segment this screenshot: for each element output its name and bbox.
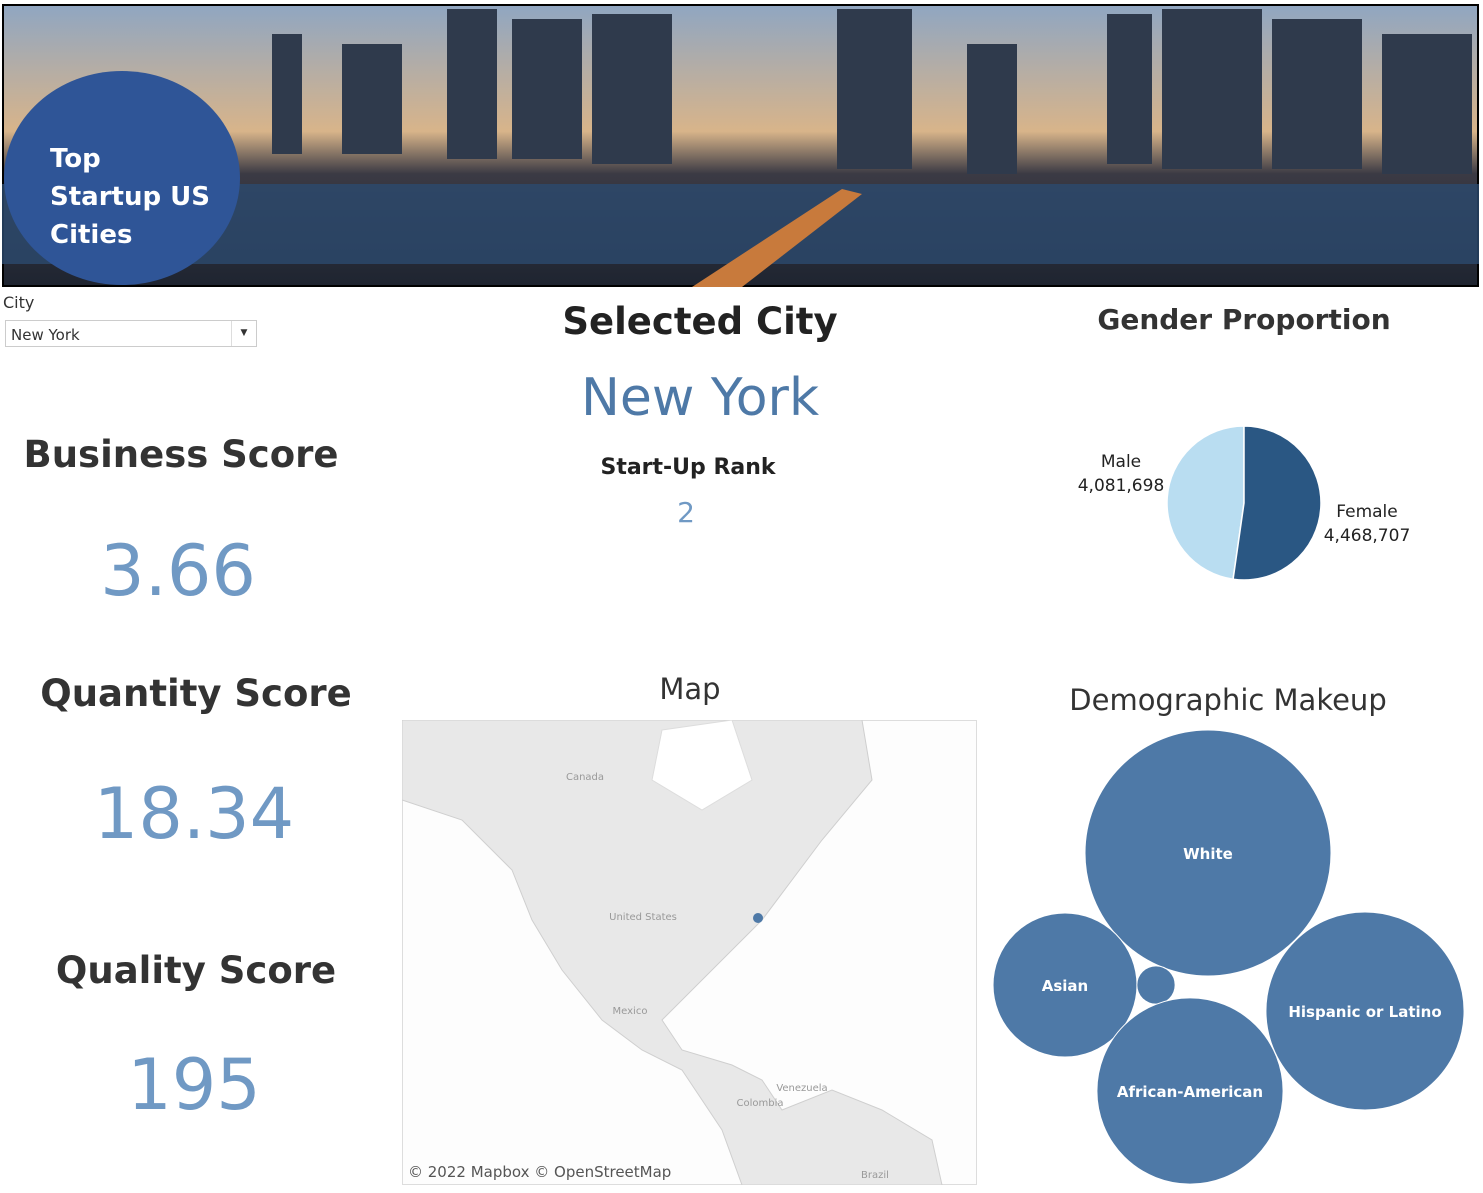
hudson-bay <box>651 720 753 811</box>
bubble-label: White <box>1183 845 1233 863</box>
score-value: 3.66 <box>100 530 256 612</box>
map: Canada United States Mexico Venezuela Colomb… <box>402 720 977 1185</box>
bubble-chart: White Asian African-American Hispanic or La… <box>992 729 1465 1185</box>
map-label: Canada <box>566 772 604 783</box>
bubble-label: African-American <box>1117 1083 1263 1101</box>
city-location <box>753 913 763 923</box>
selected-city-title: Selected City <box>562 300 838 343</box>
map-label: United States <box>609 912 677 923</box>
pie-title: Gender Proportion <box>1097 303 1391 336</box>
pie-label: Male <box>1101 452 1141 472</box>
rank-value: 2 <box>677 496 695 529</box>
city-dropdown[interactable]: New York ▼ <box>5 320 257 347</box>
bubble-label: Asian <box>1042 977 1088 995</box>
map-attribution: © 2022 Mapbox © OpenStreetMap <box>408 1163 671 1181</box>
dropdown-arrow: ▼ <box>231 321 256 346</box>
pie-value-label: 4,468,707 <box>1324 526 1411 546</box>
dropdown-value: New York <box>11 326 80 344</box>
pie-label: Female <box>1336 502 1397 522</box>
score-label: Quantity Score <box>40 672 352 715</box>
map-label: Brazil <box>861 1170 889 1181</box>
pie-slice <box>1166 425 1245 581</box>
map-label: Venezuela <box>776 1083 827 1094</box>
rank-label: Start-Up Rank <box>600 455 776 480</box>
bubble <box>1096 997 1284 1185</box>
map-label: Colombia <box>737 1098 784 1109</box>
bubble-title: Demographic Makeup <box>1069 683 1387 717</box>
map-title: Map <box>659 672 721 706</box>
header-banner <box>2 4 1479 287</box>
map-label: Mexico <box>613 1006 648 1017</box>
pie-chart: Male 4,081,698 Female 4,468,707 <box>1078 425 1411 581</box>
score-value: 195 <box>127 1044 261 1126</box>
score-label: Quality Score <box>55 949 337 992</box>
pie-value-label: 4,081,698 <box>1078 476 1165 496</box>
land <box>402 720 943 1185</box>
dashboard-title: Top Startup US Cities <box>50 144 210 250</box>
filter-label: City <box>3 293 35 312</box>
pie-slice <box>1232 425 1322 581</box>
bubble <box>1084 729 1332 977</box>
bubble <box>1136 965 1176 1005</box>
score-label: Business Score <box>23 433 339 476</box>
bubble <box>1265 911 1465 1111</box>
bubble-label: Hispanic or Latino <box>1288 1003 1441 1021</box>
score-value: 18.34 <box>93 773 295 855</box>
selected-city: New York <box>580 368 820 428</box>
title-circle <box>4 71 240 285</box>
